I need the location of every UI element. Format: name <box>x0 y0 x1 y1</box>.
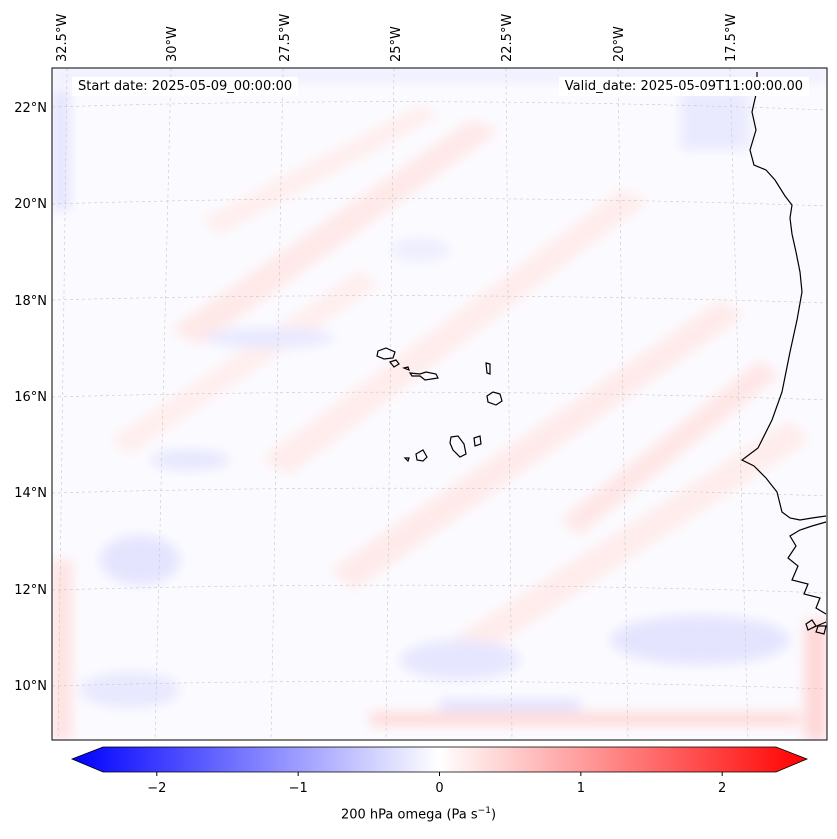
longitude-labels: 32.5°W 30°W 27.5°W 25°W 22.5°W 20°W 17.5… <box>55 14 739 62</box>
colorbar-ticks: −2 −1 0 1 2 <box>147 772 726 796</box>
colorbar-tick-label: −1 <box>289 781 308 796</box>
lon-label: 32.5°W <box>55 14 70 62</box>
meridian-17-5w <box>729 67 749 741</box>
cape-verde-sal <box>485 362 491 375</box>
colorbar-label-text: 200 hPa omega (Pa s <box>340 807 478 823</box>
lon-label: 22.5°W <box>500 14 515 62</box>
lat-label: 18°N <box>14 294 47 309</box>
lat-label: 22°N <box>14 101 47 116</box>
colorbar-tick-label: −2 <box>147 781 166 796</box>
latitude-labels: 22°N 20°N 18°N 16°N 14°N 12°N 10°N <box>14 101 47 694</box>
lat-label: 16°N <box>14 390 47 405</box>
cape-verde-santa-luzia <box>402 366 410 372</box>
colorbar-label: 200 hPa omega (Pa s−1) <box>0 806 837 822</box>
map-area[interactable] <box>51 67 828 741</box>
lon-label: 17.5°W <box>724 14 739 62</box>
cape-verde-sao-vicente <box>388 359 400 368</box>
colorbar-tick-label: 2 <box>718 781 726 796</box>
parallel-12n <box>51 584 828 594</box>
cape-verde-fogo <box>415 449 428 462</box>
meridian-25w <box>385 67 395 741</box>
meridian-27-5w <box>270 67 284 741</box>
meridian-30w <box>154 67 172 741</box>
cape-verde-santo-antao <box>376 347 396 360</box>
cape-verde-boa-vista <box>486 391 503 406</box>
map-frame <box>51 67 828 741</box>
colorbar-tick-label: 1 <box>577 781 585 796</box>
parallel-16n <box>51 391 828 401</box>
parallel-14n <box>51 487 828 497</box>
colorbar-label-close: ) <box>490 807 497 823</box>
cape-verde-maio <box>473 435 482 447</box>
meridian-32-5w <box>57 67 68 741</box>
cape-verde-santiago <box>449 435 467 458</box>
bijagos-islands <box>805 619 827 635</box>
lon-label: 25°W <box>389 26 404 62</box>
colorbar: −2 −1 0 1 2 <box>70 746 809 796</box>
lat-label: 12°N <box>14 583 47 598</box>
lat-label: 20°N <box>14 197 47 212</box>
start-date-label: Start date: 2025-05-09_00:00:00 <box>72 77 299 96</box>
colorbar-bar <box>70 746 809 773</box>
lon-label: 20°W <box>612 26 627 62</box>
africa-coast <box>740 72 827 521</box>
valid-date-label: Valid_date: 2025-05-09T11:00:00.00 <box>558 77 809 96</box>
meridian-20w <box>617 67 629 741</box>
colorbar-label-exponent: −1 <box>477 806 491 816</box>
lon-label: 27.5°W <box>278 14 293 62</box>
cape-verde-brava <box>403 457 410 463</box>
meridian-22-5w <box>505 67 513 741</box>
graticule <box>51 67 828 741</box>
parallel-10n <box>51 680 828 690</box>
parallel-20n <box>51 198 828 207</box>
cape-verde-sao-nicolau <box>408 371 439 381</box>
colorbar-tick-label: 0 <box>435 781 443 796</box>
coastlines <box>376 72 827 635</box>
lat-label: 10°N <box>14 679 47 694</box>
lat-label: 14°N <box>14 486 47 501</box>
parallel-22n <box>51 101 828 111</box>
parallel-18n <box>51 295 828 304</box>
lon-label: 30°W <box>165 26 180 62</box>
